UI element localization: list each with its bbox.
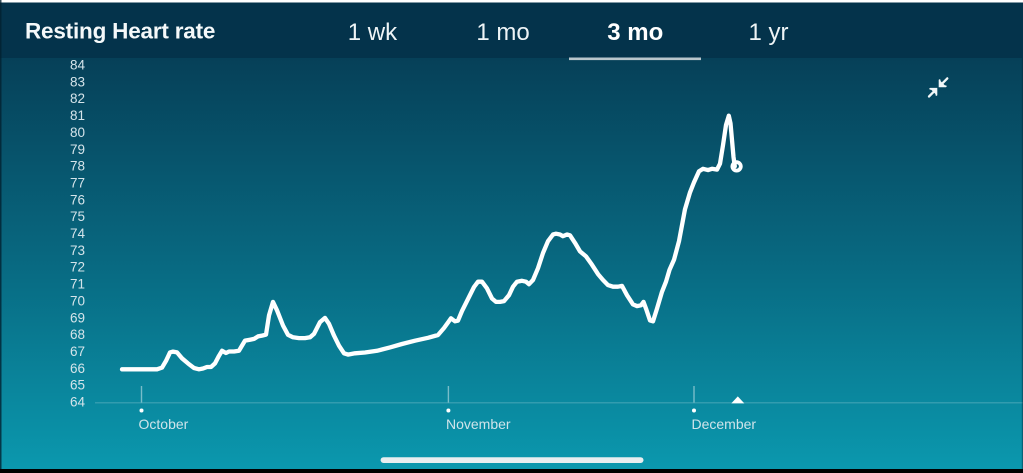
svg-text:75: 75	[70, 209, 85, 224]
svg-text:77: 77	[70, 176, 85, 191]
svg-text:78: 78	[70, 159, 85, 174]
svg-text:79: 79	[70, 142, 85, 157]
svg-text:74: 74	[70, 226, 86, 241]
svg-text:69: 69	[70, 310, 85, 325]
svg-text:67: 67	[70, 344, 85, 359]
svg-text:December: December	[692, 416, 757, 432]
svg-text:80: 80	[70, 125, 85, 140]
svg-text:76: 76	[70, 192, 85, 207]
svg-text:Resting Heart rate: Resting Heart rate	[25, 19, 215, 44]
svg-text:3 mo: 3 mo	[607, 19, 663, 46]
svg-text:66: 66	[70, 361, 85, 376]
svg-text:82: 82	[70, 91, 85, 106]
svg-text:64: 64	[70, 395, 86, 410]
svg-text:1 wk: 1 wk	[348, 19, 398, 46]
svg-text:73: 73	[70, 243, 85, 258]
svg-text:65: 65	[70, 378, 85, 393]
svg-text:72: 72	[70, 260, 85, 275]
svg-text:81: 81	[70, 108, 85, 123]
svg-text:68: 68	[70, 327, 85, 342]
svg-text:70: 70	[70, 293, 85, 308]
svg-text:84: 84	[70, 58, 86, 73]
svg-text:October: October	[139, 416, 189, 432]
svg-text:November: November	[446, 416, 511, 432]
svg-text:1 mo: 1 mo	[476, 19, 529, 46]
svg-text:1 yr: 1 yr	[748, 19, 788, 46]
svg-text:83: 83	[70, 74, 85, 89]
svg-text:71: 71	[70, 277, 85, 292]
